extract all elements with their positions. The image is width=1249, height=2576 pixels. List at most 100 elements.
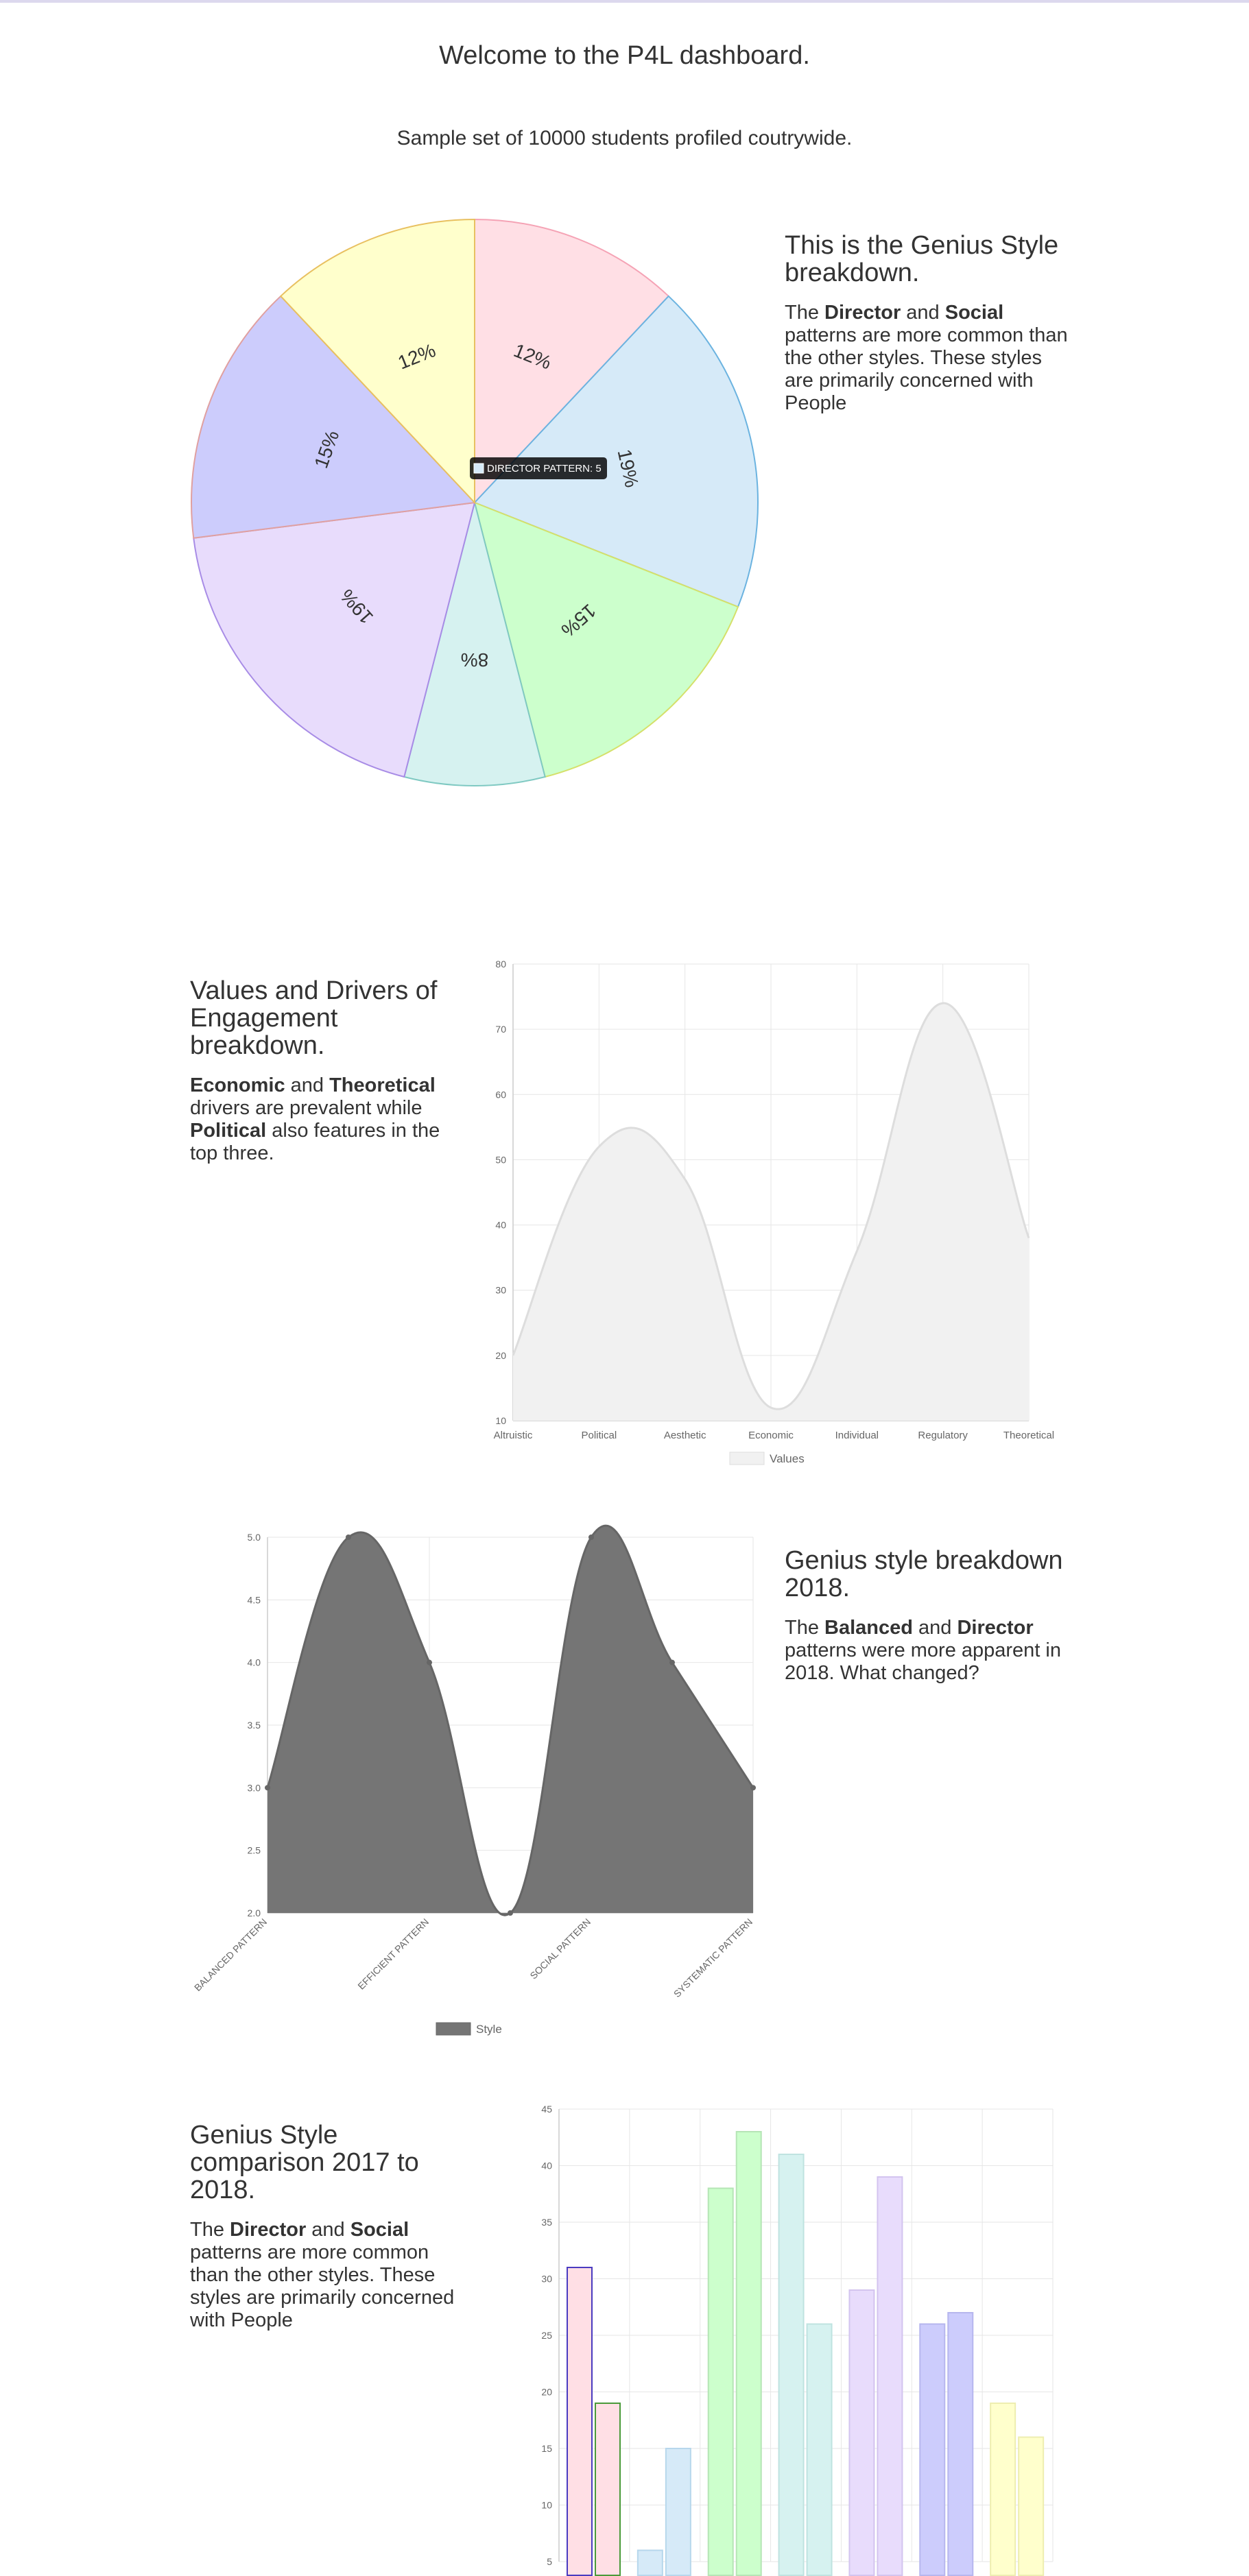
y-tick-label: 20 [541,2387,552,2398]
pie-heading: This is the Genius Style breakdown. [785,231,1059,287]
y-tick-label: 40 [495,1220,506,1231]
bar[interactable] [848,2289,875,2576]
series-line[interactable] [512,1002,1030,1410]
area-fill [267,1526,753,1916]
social-highlight-compare: Social [350,2219,409,2241]
x-tick-label: SYSTEMATIC PATTERN [671,1916,754,1999]
x-tick-label: Political [581,1430,617,1441]
y-tick-label: 70 [495,1024,506,1035]
y-tick-label: 5 [547,2556,552,2567]
x-tick-label: EFFICIENT PATTERN [355,1916,431,1992]
director-highlight-compare: Director [230,2219,307,2241]
pie-slice[interactable] [279,218,475,505]
bar[interactable] [877,2176,903,2576]
x-tick-label: Altruistic [494,1430,533,1441]
data-point[interactable] [750,1785,756,1791]
bar[interactable] [947,2312,974,2576]
page-title: Welcome to the P4L dashboard. [439,41,810,70]
director-highlight: Director [824,302,901,324]
compare-description: Genius Style comparison 2017 to 2018. Th… [190,2121,464,2332]
data-point[interactable] [346,1534,351,1540]
bar[interactable] [778,2154,805,2576]
bar[interactable] [637,2549,663,2576]
pie-slice[interactable] [191,295,477,539]
page-subtitle: Sample set of 10000 students profiled co… [396,127,853,149]
y-tick-label: 4.5 [248,1594,261,1605]
bar[interactable] [806,2323,833,2576]
y-tick-label: 30 [495,1285,506,1296]
pie-slice[interactable] [474,218,670,505]
style2018-description: Genius style breakdown 2018. The Balance… [785,1547,1073,1685]
comparison-bar-chart[interactable]: 5 10 15 20 25 30 35 40 45 [521,2098,1070,2576]
chart-legend[interactable]: Values [729,1452,805,1465]
pie-slice[interactable] [193,501,476,778]
data-point[interactable] [427,1659,432,1665]
x-tick-label: SOCIAL PATTERN [527,1916,593,1982]
pie-tooltip-text: DIRECTOR PATTERN: 5 [487,463,602,474]
y-tick-label: 35 [541,2217,552,2228]
x-tick-label: Regulatory [918,1430,968,1441]
area-fill [513,1003,1029,1421]
pie-slice[interactable] [473,295,759,608]
data-point[interactable] [508,1910,513,1916]
y-tick-label: 60 [495,1089,506,1100]
pie-description: This is the Genius Style breakdown. The … [785,232,1073,415]
genius-style-pie-chart[interactable]: 12%19%15%8%19%15%12%DIRECTOR PATTERN: 5 [185,209,768,792]
pie-tooltip: DIRECTOR PATTERN: 5 [470,457,607,479]
x-tick-label: Economic [748,1430,794,1441]
y-tick-label: 25 [541,2330,552,2341]
pie-paragraph: The Director and Social patterns are mor… [785,302,1068,414]
style2018-paragraph: The Balanced and Director patterns were … [785,1617,1061,1684]
y-tick-label: 10 [495,1415,506,1426]
y-tick-label: 3.5 [248,1720,261,1731]
pie-slice-label: 8% [461,649,488,671]
social-highlight: Social [944,302,1004,324]
y-tick-label: 80 [495,959,506,970]
style-2018-area-chart[interactable]: 2.0 2.5 3.0 3.5 4.0 4.5 5.0 BALANCED PATTERN EFF… [178,1522,768,2057]
chart-legend[interactable]: Style [436,2022,502,2036]
y-tick-label: 30 [541,2274,552,2285]
values-description: Values and Drivers of Engagement breakdo… [190,977,464,1165]
pie-slice[interactable] [403,502,546,786]
pie-slice[interactable] [473,501,739,778]
x-tick-label: Aesthetic [664,1430,706,1441]
data-point[interactable] [265,1785,270,1791]
y-tick-label: 10 [541,2500,552,2511]
political-highlight: Political [190,1120,267,1142]
top-border [0,0,1249,3]
x-tick-label: Individual [835,1430,879,1441]
y-tick-label: 50 [495,1154,506,1165]
economic-highlight: Economic [190,1074,285,1096]
director-highlight-2018: Director [957,1617,1034,1639]
data-point[interactable] [669,1659,675,1665]
y-tick-label: 15 [541,2443,552,2454]
y-tick-label: 5.0 [248,1532,261,1543]
bar[interactable] [567,2267,593,2576]
y-tick-label: 20 [495,1350,506,1361]
theoretical-highlight: Theoretical [329,1074,436,1096]
x-tick-label: BALANCED PATTERN [192,1916,269,1993]
bar[interactable] [707,2187,734,2576]
y-tick-label: 3.0 [248,1782,261,1793]
values-heading: Values and Drivers of Engagement breakdo… [190,976,438,1060]
y-tick-label: 40 [541,2160,552,2171]
y-tick-label: 2.0 [248,1907,261,1918]
bar[interactable] [919,2323,946,2576]
y-tick-label: 45 [541,2104,552,2115]
y-tick-label: 4.0 [248,1657,261,1668]
values-paragraph: Economic and Theoretical drivers are pre… [190,1074,440,1164]
values-area-chart[interactable]: 10 20 30 40 50 60 70 80 Altruistic Political Aesth… [480,953,1070,1474]
data-point[interactable] [588,1534,594,1540]
balanced-highlight: Balanced [824,1617,913,1639]
bar[interactable] [595,2403,621,2576]
compare-heading: Genius Style comparison 2017 to 2018. [190,2121,419,2204]
bar[interactable] [665,2448,691,2576]
bar[interactable] [1018,2436,1045,2576]
bar[interactable] [735,2131,762,2576]
y-tick-label: 2.5 [248,1845,261,1856]
x-tick-label: Theoretical [1003,1430,1054,1441]
bar[interactable] [990,2403,1016,2576]
style2018-heading: Genius style breakdown 2018. [785,1546,1063,1602]
compare-paragraph: The Director and Social patterns are mor… [190,2219,455,2331]
legend-label: Values [770,1452,805,1465]
